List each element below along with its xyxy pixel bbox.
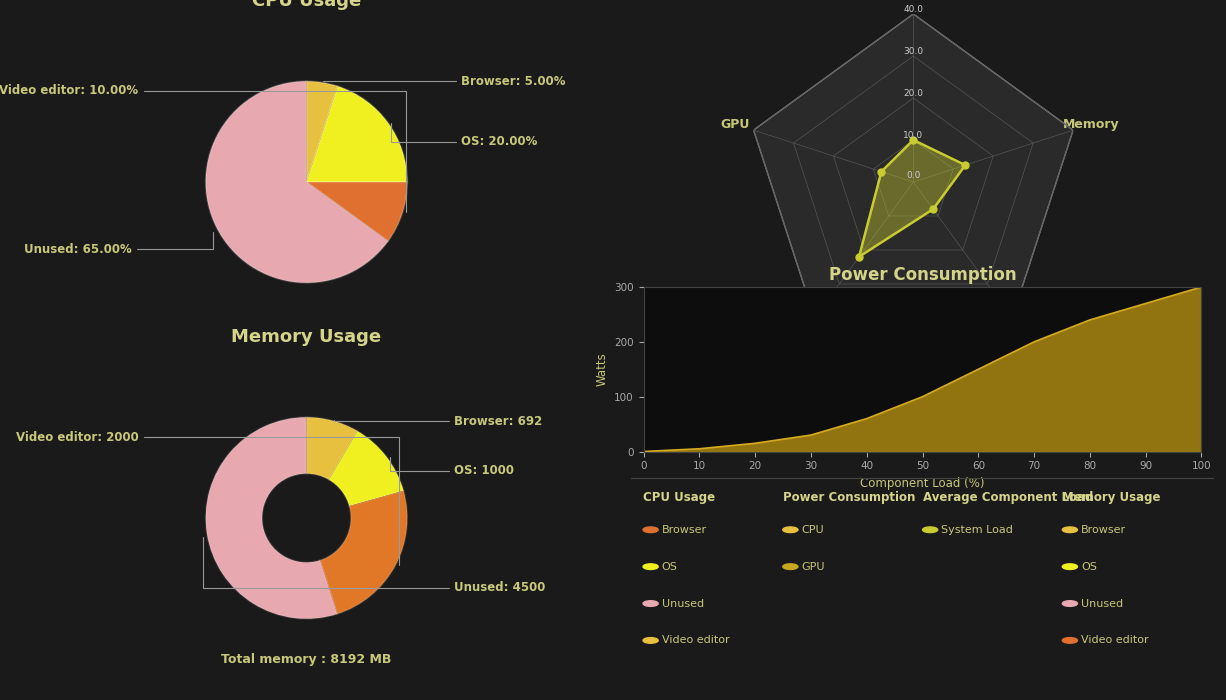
Text: GPU: GPU xyxy=(802,561,825,572)
Text: 40.0: 40.0 xyxy=(904,5,923,14)
Circle shape xyxy=(1063,638,1078,643)
Point xyxy=(872,166,891,177)
Wedge shape xyxy=(306,182,407,241)
Wedge shape xyxy=(206,417,337,619)
Circle shape xyxy=(922,527,938,533)
Circle shape xyxy=(783,564,798,570)
Wedge shape xyxy=(206,81,389,283)
Text: Browser: Browser xyxy=(662,525,707,535)
Wedge shape xyxy=(306,417,358,480)
Circle shape xyxy=(642,564,658,570)
Text: Total memory : 8192 MB: Total memory : 8192 MB xyxy=(222,652,391,666)
Text: 20.0: 20.0 xyxy=(904,89,923,98)
Wedge shape xyxy=(320,491,407,614)
Text: OS: OS xyxy=(1081,561,1097,572)
Text: Unused: Unused xyxy=(1081,598,1123,608)
Title: Power Consumption: Power Consumption xyxy=(829,266,1016,284)
Circle shape xyxy=(1063,527,1078,533)
Text: Video editor: 10.00%: Video editor: 10.00% xyxy=(0,84,406,211)
Wedge shape xyxy=(306,86,407,182)
Title: CPU Usage: CPU Usage xyxy=(251,0,362,10)
Polygon shape xyxy=(859,140,965,257)
Polygon shape xyxy=(754,14,1073,318)
Text: CPU Usage: CPU Usage xyxy=(644,491,715,504)
Point xyxy=(904,134,923,146)
Text: 30.0: 30.0 xyxy=(904,47,923,56)
Text: Average Component Load: Average Component Load xyxy=(923,491,1092,504)
Text: Memory Usage: Memory Usage xyxy=(1062,491,1161,504)
Text: Video editor: Video editor xyxy=(1081,636,1149,645)
Circle shape xyxy=(1063,564,1078,570)
Text: CPU: CPU xyxy=(802,525,824,535)
Circle shape xyxy=(642,638,658,643)
Circle shape xyxy=(783,527,798,533)
Text: Unused: Unused xyxy=(662,598,704,608)
Point xyxy=(850,251,869,262)
Text: Browser: 5.00%: Browser: 5.00% xyxy=(324,75,565,88)
Text: OS: 1000: OS: 1000 xyxy=(390,457,515,477)
Y-axis label: Watts: Watts xyxy=(596,352,609,386)
Text: Video editor: 2000: Video editor: 2000 xyxy=(16,431,398,565)
Text: 10.0: 10.0 xyxy=(904,131,923,140)
Circle shape xyxy=(642,601,658,606)
Text: OS: 20.00%: OS: 20.00% xyxy=(391,123,537,148)
Circle shape xyxy=(1063,601,1078,606)
Text: System Load: System Load xyxy=(942,525,1013,535)
Circle shape xyxy=(642,527,658,533)
Text: Browser: 692: Browser: 692 xyxy=(333,414,543,428)
Text: 0.0: 0.0 xyxy=(906,171,921,180)
Text: OS: OS xyxy=(662,561,678,572)
Text: Video editor: Video editor xyxy=(662,636,729,645)
Text: Unused: 4500: Unused: 4500 xyxy=(204,537,546,594)
Wedge shape xyxy=(306,81,337,182)
Title: Memory Usage: Memory Usage xyxy=(232,328,381,346)
Wedge shape xyxy=(329,431,403,506)
Text: Power Consumption: Power Consumption xyxy=(782,491,915,504)
Point xyxy=(955,160,975,171)
Text: Browser: Browser xyxy=(1081,525,1127,535)
X-axis label: Component Load (%): Component Load (%) xyxy=(861,477,984,490)
Point xyxy=(923,204,943,215)
Text: Unused: 65.00%: Unused: 65.00% xyxy=(25,232,213,256)
